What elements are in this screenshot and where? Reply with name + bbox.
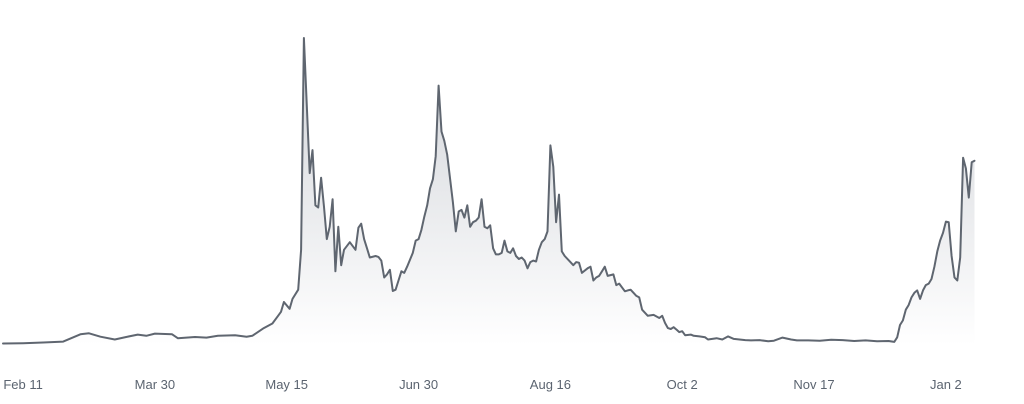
x-axis-tick-labels: Feb 11 Mar 30 May 15 Jun 30 Aug 16 Oct 2 Nov 1… — [3, 377, 961, 392]
x-tick-label: Aug 16 — [530, 377, 571, 392]
x-tick-label: Jun 30 — [399, 377, 438, 392]
series-line — [2, 37, 976, 345]
x-tick-label: Oct 2 — [667, 377, 698, 392]
x-tick-label: Mar 30 — [135, 377, 175, 392]
x-tick-label: Nov 17 — [793, 377, 834, 392]
series-area-fill — [3, 38, 975, 345]
x-tick-label: May 15 — [265, 377, 308, 392]
x-tick-label: Jan 2 — [930, 377, 962, 392]
x-tick-label: Feb 11 — [3, 377, 43, 392]
